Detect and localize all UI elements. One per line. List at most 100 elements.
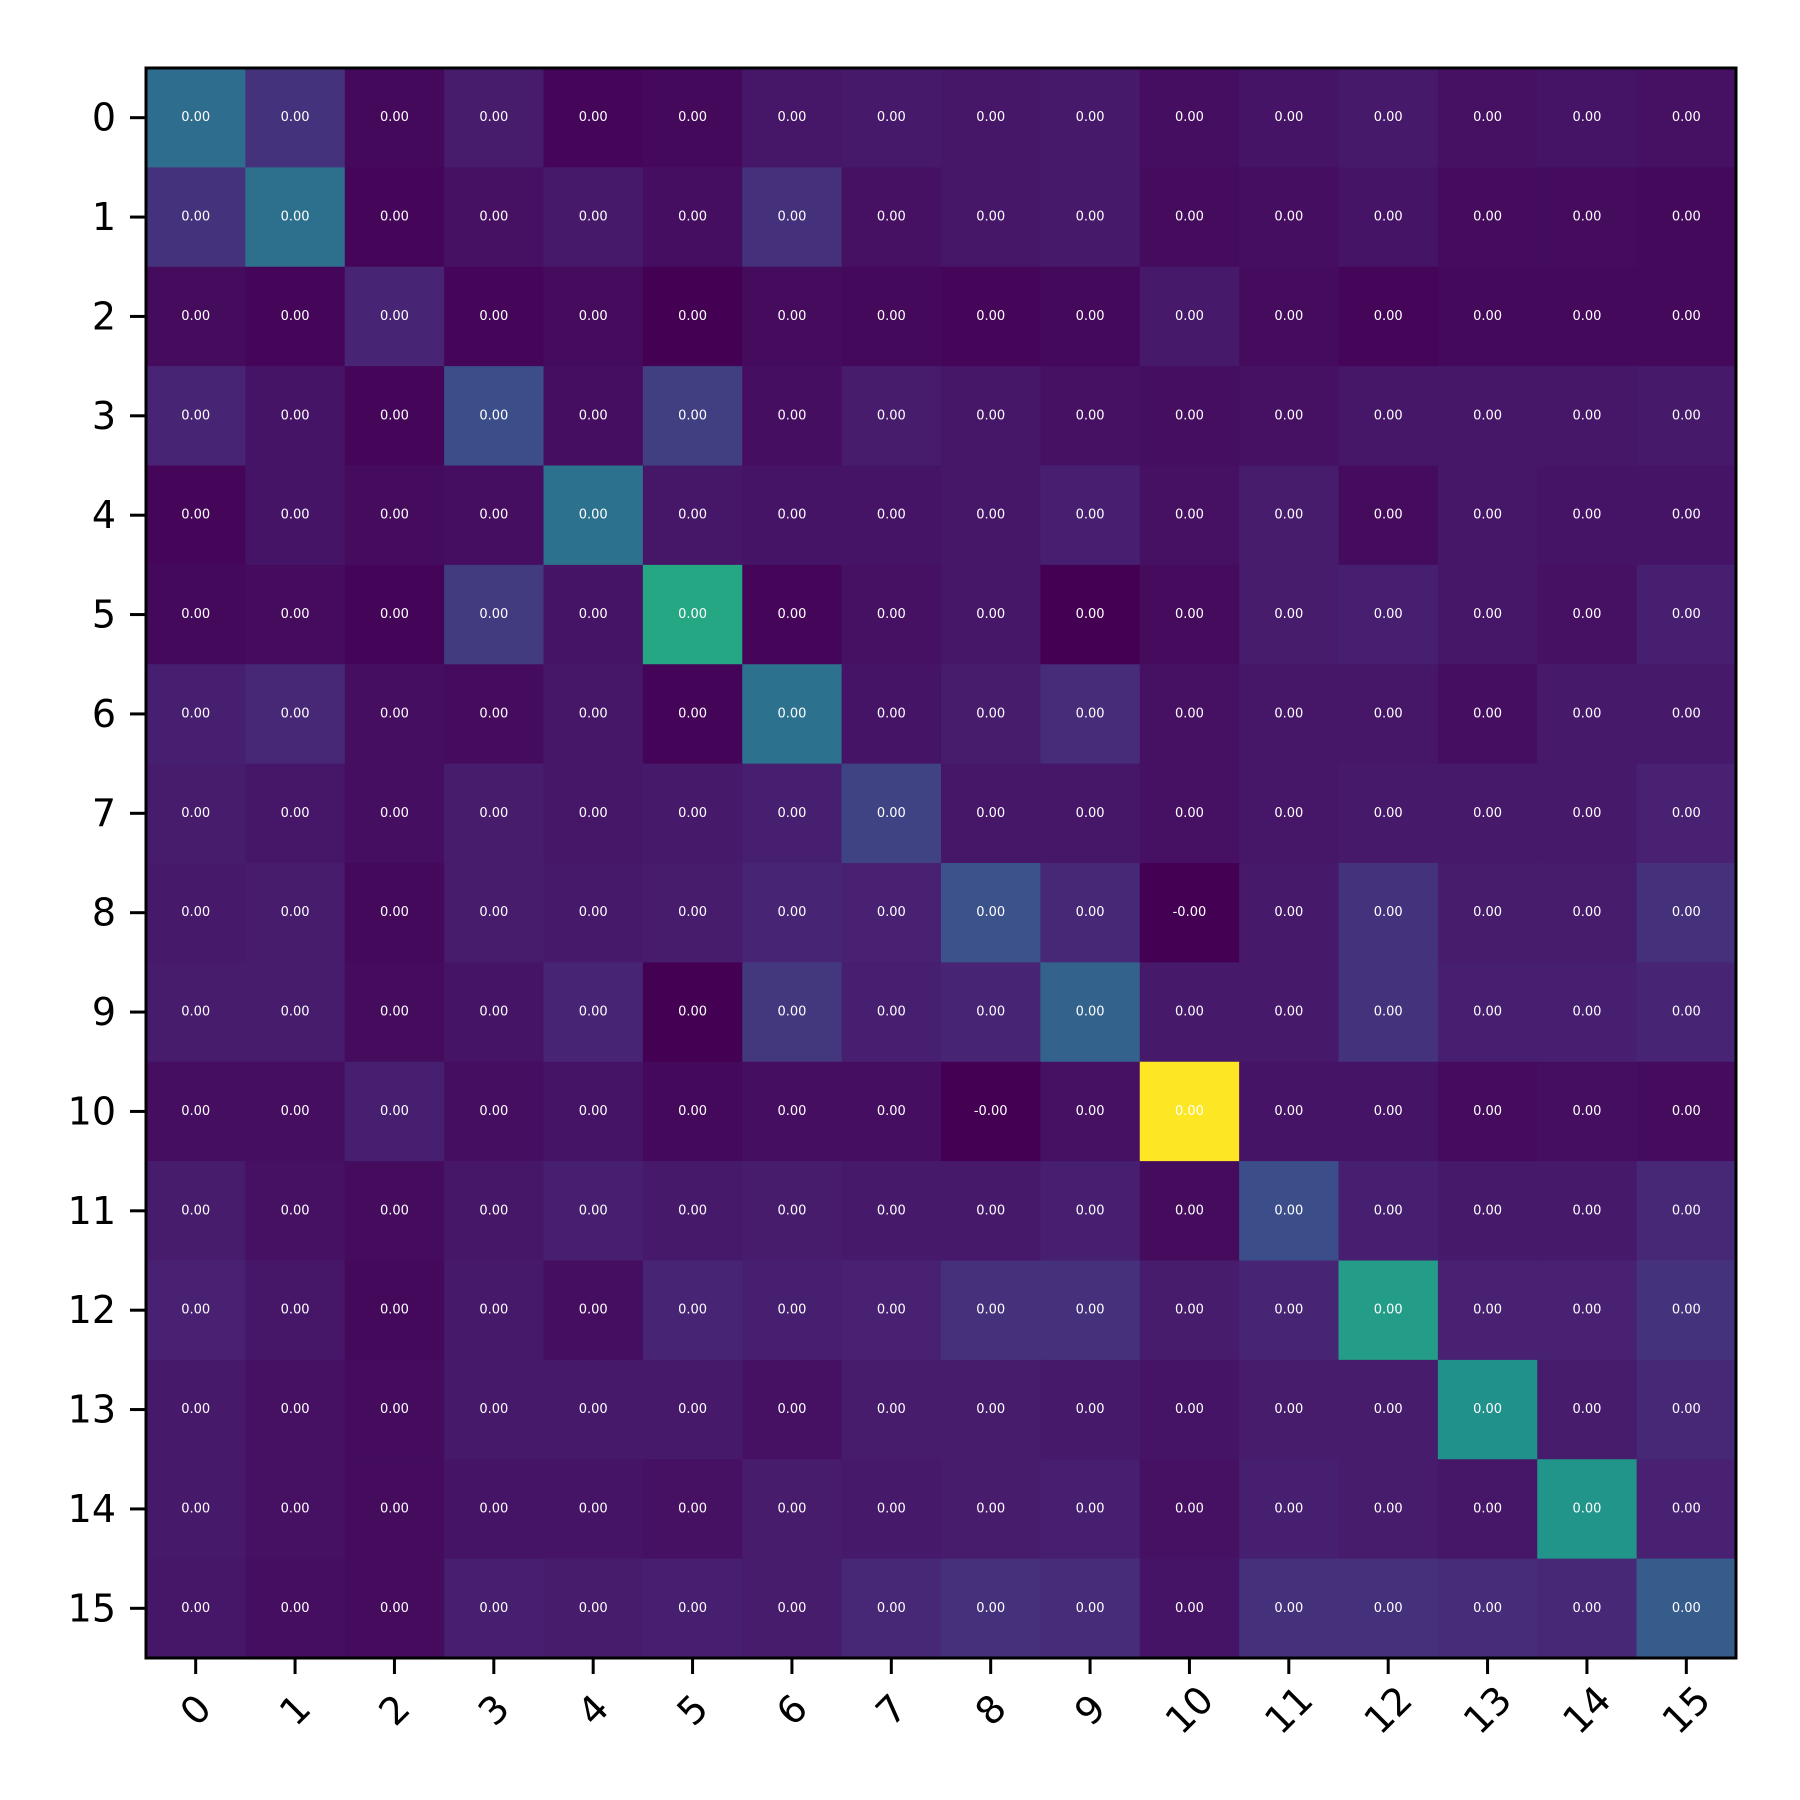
cell-value-label-11-5: 0.00	[678, 1203, 707, 1218]
heatmap-cell-8-4	[543, 863, 644, 963]
cell-value-label-8-4: 0.00	[579, 905, 608, 920]
heatmap-cell-3-14	[1537, 366, 1638, 467]
cell-value-label-4-11: 0.00	[1274, 508, 1303, 523]
cell-value-label-13-3: 0.00	[479, 1402, 508, 1417]
cell-value-label-10-7: 0.00	[877, 1104, 906, 1119]
heatmap-cell-13-4	[543, 1359, 644, 1460]
cell-value-label-0-6: 0.00	[777, 110, 806, 125]
cell-value-label-11-2: 0.00	[380, 1203, 409, 1218]
heatmap-cell-3-8	[941, 366, 1041, 467]
heatmap-cell-13-12	[1338, 1359, 1439, 1460]
heatmap-cell-11-14	[1537, 1161, 1638, 1262]
cell-value-label-15-1: 0.00	[281, 1601, 310, 1616]
cell-value-label-10-8: -0.00	[974, 1104, 1008, 1119]
cell-value-label-9-9: 0.00	[1076, 1005, 1105, 1020]
heatmap-cell-6-6	[742, 664, 843, 765]
cell-value-label-1-10: 0.00	[1175, 210, 1204, 225]
cell-value-label-3-13: 0.00	[1473, 408, 1502, 423]
cell-value-label-5-15: 0.00	[1672, 607, 1701, 622]
cell-value-label-4-1: 0.00	[281, 508, 310, 523]
cell-value-label-3-12: 0.00	[1374, 408, 1403, 423]
heatmap-cell-10-4	[543, 1061, 644, 1162]
heatmap-cell-9-7	[841, 962, 942, 1063]
y-tick-label-4: 4	[92, 493, 116, 537]
cell-value-label-4-4: 0.00	[579, 508, 608, 523]
heatmap-cell-9-5	[642, 962, 743, 1063]
heatmap-cell-7-13	[1437, 763, 1538, 864]
heatmap-cell-2-2	[344, 266, 445, 367]
cell-value-label-0-14: 0.00	[1572, 110, 1601, 125]
heatmap-cell-15-5	[642, 1558, 743, 1659]
heatmap-cell-10-9	[1040, 1061, 1141, 1162]
heatmap-cell-4-10	[1139, 465, 1240, 566]
cell-value-label-9-11: 0.00	[1274, 1005, 1303, 1020]
heatmap-cells	[146, 68, 1737, 1659]
y-tick-label-2: 2	[92, 294, 116, 338]
cell-value-label-4-6: 0.00	[777, 508, 806, 523]
heatmap-cell-8-10	[1139, 863, 1240, 963]
heatmap-cell-10-8	[941, 1061, 1041, 1162]
heatmap-cell-13-6	[742, 1359, 843, 1460]
heatmap-cell-1-13	[1437, 167, 1538, 268]
cell-value-label-3-8: 0.00	[976, 408, 1005, 423]
x-tick-label-3: 3	[470, 1686, 518, 1734]
cell-value-label-5-11: 0.00	[1274, 607, 1303, 622]
heatmap-cell-6-1	[245, 664, 346, 765]
cell-value-label-7-13: 0.00	[1473, 806, 1502, 821]
heatmap-cell-13-14	[1537, 1359, 1638, 1460]
heatmap-cell-14-5	[642, 1459, 743, 1560]
heatmap-cell-5-8	[941, 564, 1041, 665]
heatmap-cell-2-4	[543, 266, 644, 367]
cell-value-label-1-2: 0.00	[380, 210, 409, 225]
cell-value-label-11-6: 0.00	[777, 1203, 806, 1218]
x-tick-label-14: 14	[1554, 1677, 1619, 1742]
cell-value-label-0-1: 0.00	[281, 110, 310, 125]
cell-value-label-7-5: 0.00	[678, 806, 707, 821]
heatmap-cell-15-4	[543, 1558, 644, 1659]
heatmap-cell-7-1	[245, 763, 346, 864]
cell-value-label-4-9: 0.00	[1076, 508, 1105, 523]
cell-value-label-14-15: 0.00	[1672, 1501, 1701, 1516]
cell-value-label-14-3: 0.00	[479, 1501, 508, 1516]
heatmap-cell-5-7	[841, 564, 942, 665]
heatmap-cell-3-1	[245, 366, 346, 467]
heatmap-cell-2-15	[1636, 266, 1737, 367]
heatmap-cell-9-9	[1040, 962, 1141, 1063]
cell-value-label-11-7: 0.00	[877, 1203, 906, 1218]
cell-value-label-14-8: 0.00	[976, 1501, 1005, 1516]
heatmap-cell-4-1	[245, 465, 346, 566]
heatmap-cell-3-12	[1338, 366, 1439, 467]
heatmap-cell-15-9	[1040, 1558, 1141, 1659]
heatmap-cell-12-8	[941, 1260, 1041, 1361]
heatmap-cell-2-0	[146, 266, 246, 367]
heatmap-cell-1-8	[941, 167, 1041, 268]
cell-value-label-14-4: 0.00	[579, 1501, 608, 1516]
cell-value-label-10-0: 0.00	[181, 1104, 210, 1119]
heatmap-cell-0-11	[1239, 68, 1340, 168]
y-tick-label-9: 9	[92, 990, 116, 1034]
heatmap-cell-4-2	[344, 465, 445, 566]
heatmap-cell-2-12	[1338, 266, 1439, 367]
heatmap-cell-8-0	[146, 863, 246, 963]
cell-value-label-13-0: 0.00	[181, 1402, 210, 1417]
cell-value-label-11-4: 0.00	[579, 1203, 608, 1218]
heatmap-cell-10-12	[1338, 1061, 1439, 1162]
heatmap-cell-15-11	[1239, 1558, 1340, 1659]
cell-value-label-7-11: 0.00	[1274, 806, 1303, 821]
heatmap-cell-4-14	[1537, 465, 1638, 566]
heatmap-cell-14-13	[1437, 1459, 1538, 1560]
heatmap-cell-10-3	[444, 1061, 545, 1162]
heatmap-cell-4-12	[1338, 465, 1439, 566]
cell-value-label-12-0: 0.00	[181, 1303, 210, 1318]
heatmap-cell-9-2	[344, 962, 445, 1063]
heatmap-cell-7-6	[742, 763, 843, 864]
heatmap-cell-3-15	[1636, 366, 1737, 467]
cell-value-label-10-5: 0.00	[678, 1104, 707, 1119]
cell-value-label-0-13: 0.00	[1473, 110, 1502, 125]
cell-value-label-14-12: 0.00	[1374, 1501, 1403, 1516]
x-tick-label-8: 8	[967, 1686, 1015, 1734]
cell-value-label-8-9: 0.00	[1076, 905, 1105, 920]
cell-value-label-12-10: 0.00	[1175, 1303, 1204, 1318]
cell-value-label-4-7: 0.00	[877, 508, 906, 523]
